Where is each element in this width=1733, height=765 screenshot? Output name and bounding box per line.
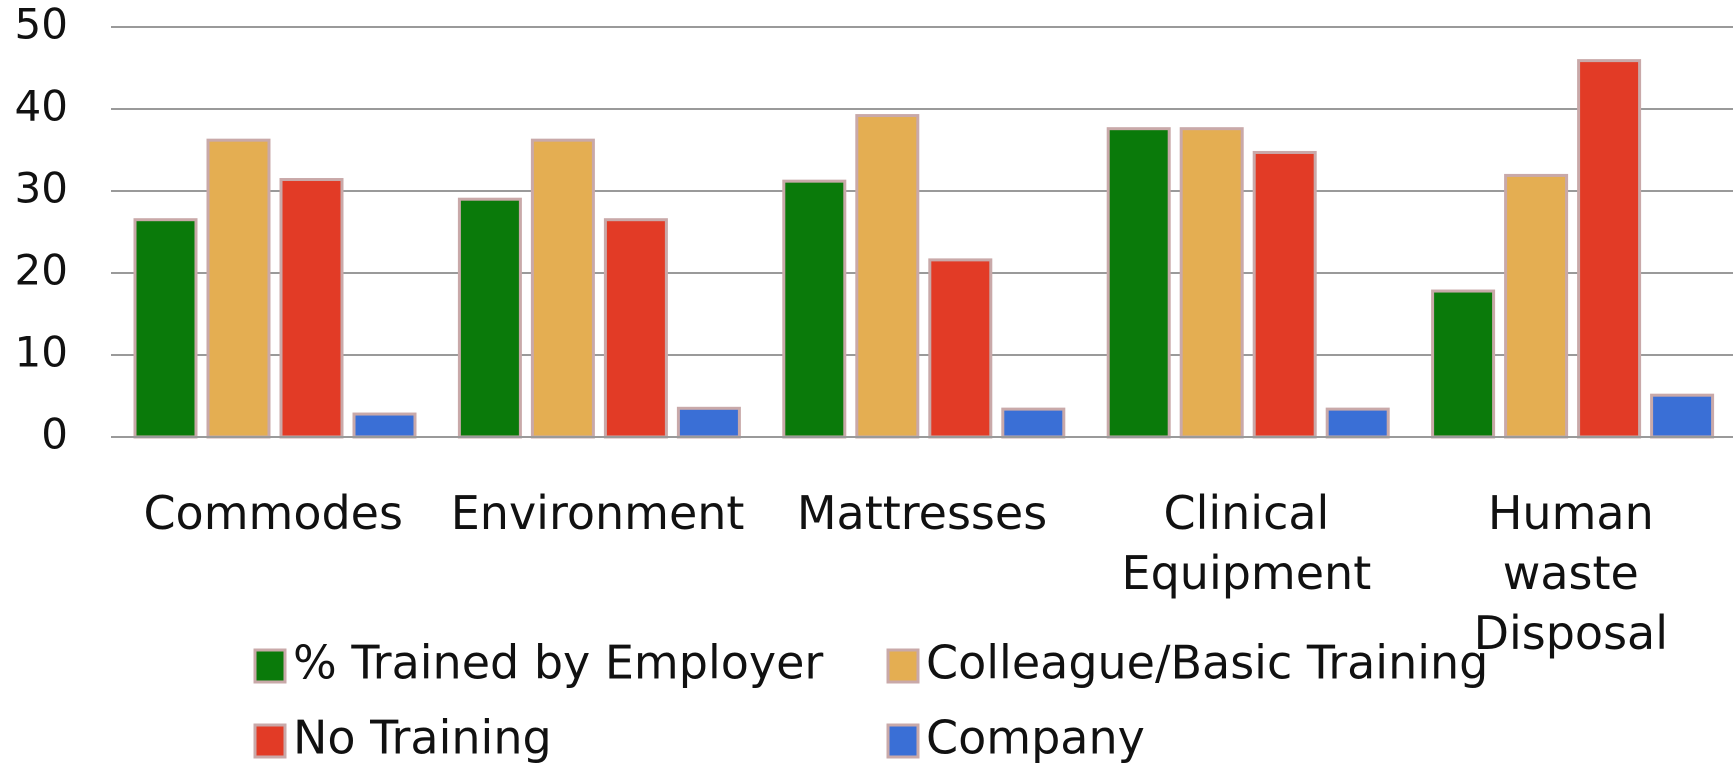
bar xyxy=(206,138,271,439)
legend-label: Company xyxy=(926,711,1145,765)
y-tick-label: 0 xyxy=(41,410,68,459)
bar xyxy=(1001,407,1066,439)
bar xyxy=(1650,393,1715,439)
bar xyxy=(855,114,920,439)
bar xyxy=(1431,289,1496,439)
y-tick-label: 10 xyxy=(15,328,68,377)
x-tick-label: Human waste Disposal xyxy=(1473,486,1669,660)
bar xyxy=(530,138,595,439)
bar xyxy=(603,218,668,439)
bar xyxy=(133,218,198,439)
x-tick-label: Mattresses xyxy=(796,486,1048,540)
bar xyxy=(1325,407,1390,439)
bar xyxy=(1179,127,1244,439)
bar xyxy=(1577,59,1642,439)
bar xyxy=(676,406,741,439)
x-tick-label: Environment xyxy=(450,486,745,540)
bar xyxy=(1106,127,1171,439)
y-tick-label: 50 xyxy=(15,0,68,49)
bar xyxy=(782,179,847,439)
y-tick-label: 40 xyxy=(15,82,68,131)
legend-swatch xyxy=(886,648,920,684)
legend-swatch xyxy=(253,648,287,684)
y-tick-label: 30 xyxy=(15,164,68,213)
legend-label: Colleague/Basic Training xyxy=(926,636,1488,690)
x-tick-label: Clinical Equipment xyxy=(1121,486,1372,600)
legend-swatch xyxy=(253,723,287,759)
legend-swatch xyxy=(886,723,920,759)
bar xyxy=(352,412,417,439)
y-tick-label: 20 xyxy=(15,246,68,295)
bar xyxy=(457,197,522,439)
bar xyxy=(279,178,344,439)
bar xyxy=(1252,150,1317,439)
x-tick-label: Commodes xyxy=(143,486,403,540)
legend-label: % Trained by Employer xyxy=(293,636,823,690)
bar xyxy=(928,258,993,439)
legend-label: No Training xyxy=(293,711,552,765)
bar xyxy=(1504,173,1569,439)
